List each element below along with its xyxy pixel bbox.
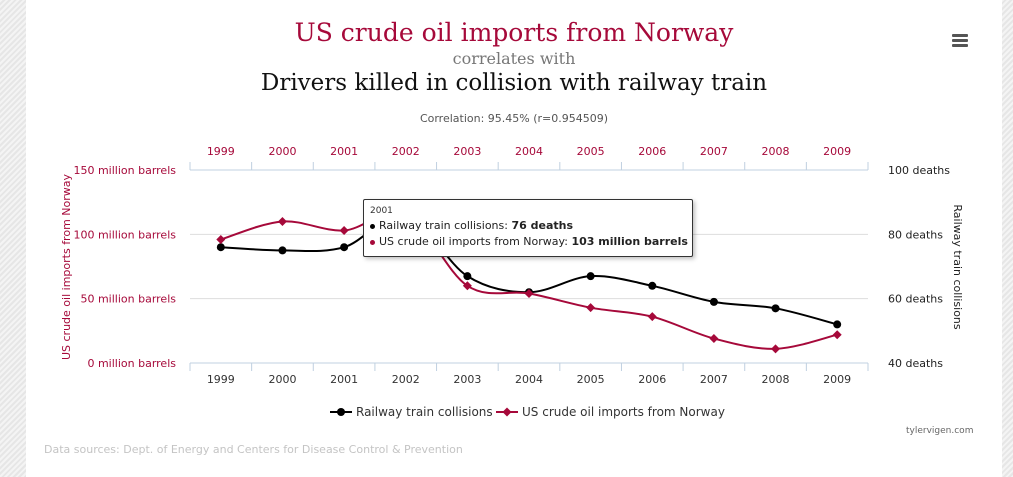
y-left-tick-label: 50 million barrels: [80, 293, 176, 306]
x-tick-label: 1999: [207, 373, 235, 386]
oil-data-point: [586, 303, 596, 313]
oil-data-point: [277, 216, 287, 226]
credit-link[interactable]: tylervigen.com: [906, 426, 974, 436]
rail-data-point: [586, 272, 595, 281]
y-right-tick-label: 80 deaths: [888, 228, 943, 241]
y-left-tick-label: 0 million barrels: [87, 357, 176, 370]
top-x-tick-label: 2008: [762, 145, 790, 158]
chart-title-connector: correlates with: [452, 49, 576, 68]
rail-data-point: [771, 304, 780, 313]
tooltip-rail-row: Railway train collisions: 76 deaths: [370, 219, 686, 232]
x-tick-label: 2000: [268, 373, 296, 386]
top-x-tick-label: 2007: [700, 145, 728, 158]
correlation-text: Correlation: 95.45% (r=0.954509): [419, 112, 609, 125]
chart-title-primary: US crude oil imports from Norway: [294, 18, 734, 47]
tooltip-oil-value: 103 million barrels: [571, 235, 688, 248]
top-x-tick-label: 2009: [823, 145, 851, 158]
tooltip-year: 2001: [370, 206, 393, 216]
tooltip-rail-value: 76 deaths: [511, 219, 573, 232]
top-x-tick-label: 2003: [453, 145, 481, 158]
y-right-tick-label: 60 deaths: [888, 293, 943, 306]
tooltip: 2001 Railway train collisions: 76 deaths…: [363, 199, 693, 257]
rail-data-point: [278, 246, 287, 255]
oil-data-point: [339, 225, 349, 235]
y-right-tick-label: 100 deaths: [888, 164, 950, 177]
rail-data-point: [463, 272, 472, 281]
oil-data-point: [709, 334, 719, 344]
top-x-tick-label: 2001: [330, 145, 358, 158]
y-right-tick-label: 40 deaths: [888, 357, 943, 370]
top-x-tick-label: 2006: [638, 145, 666, 158]
oil-data-point: [771, 344, 781, 354]
rail-data-point: [216, 243, 225, 252]
rail-data-point: [648, 281, 657, 290]
rail-data-point: [340, 243, 349, 252]
top-x-tick-label: 2005: [577, 145, 605, 158]
legend-oil-marker: [502, 407, 512, 417]
tooltip-oil-row: US crude oil imports from Norway: 103 mi…: [370, 235, 688, 248]
x-tick-label: 2009: [823, 373, 851, 386]
chart-panel: US crude oil imports from Norway correla…: [26, 0, 1002, 477]
tooltip-oil-label: US crude oil imports from Norway:: [379, 235, 572, 248]
top-x-tick-label: 2004: [515, 145, 543, 158]
rail-dot-icon: [370, 223, 375, 229]
y-right-axis-title: Railway train collisions: [951, 204, 964, 330]
tooltip-rail-label: Railway train collisions:: [379, 219, 512, 232]
x-tick-label: 2006: [638, 373, 666, 386]
chart-title-secondary: Drivers killed in collision with railway…: [260, 70, 768, 96]
line-chart: 1999 1999 2000 2000 2001 2001 2002 2002 2003 2003…: [60, 145, 964, 419]
x-tick-label: 2008: [762, 373, 790, 386]
rail-data-point: [709, 297, 718, 306]
y-left-axis-title: US crude oil imports from Norway: [60, 173, 73, 360]
top-x-tick-label: 2002: [392, 145, 420, 158]
oil-data-point: [647, 312, 657, 322]
y-left-tick-label: 100 million barrels: [73, 228, 176, 241]
y-left-tick-label: 150 million barrels: [73, 164, 176, 177]
oil-data-point: [524, 289, 534, 299]
top-x-tick-label: 2000: [268, 145, 296, 158]
x-tick-label: 2003: [453, 373, 481, 386]
oil-data-point: [462, 281, 472, 291]
legend-rail-label: Railway train collisions: [356, 405, 493, 419]
x-tick-label: 2002: [392, 373, 420, 386]
oil-data-point: [216, 234, 226, 244]
legend-rail-marker: [337, 408, 345, 416]
oil-series-line: [220, 210, 838, 350]
x-tick-label: 2005: [577, 373, 605, 386]
oil-dot-icon: [370, 239, 375, 245]
top-x-tick-label: 1999: [207, 145, 235, 158]
data-sources: Data sources: Dept. of Energy and Center…: [44, 443, 463, 456]
menu-icon[interactable]: [952, 34, 968, 48]
x-tick-label: 2007: [700, 373, 728, 386]
rail-data-point: [833, 320, 842, 329]
oil-data-point: [832, 330, 842, 340]
x-tick-label: 2004: [515, 373, 543, 386]
legend-oil-label: US crude oil imports from Norway: [522, 405, 725, 419]
x-tick-label: 2001: [330, 373, 358, 386]
